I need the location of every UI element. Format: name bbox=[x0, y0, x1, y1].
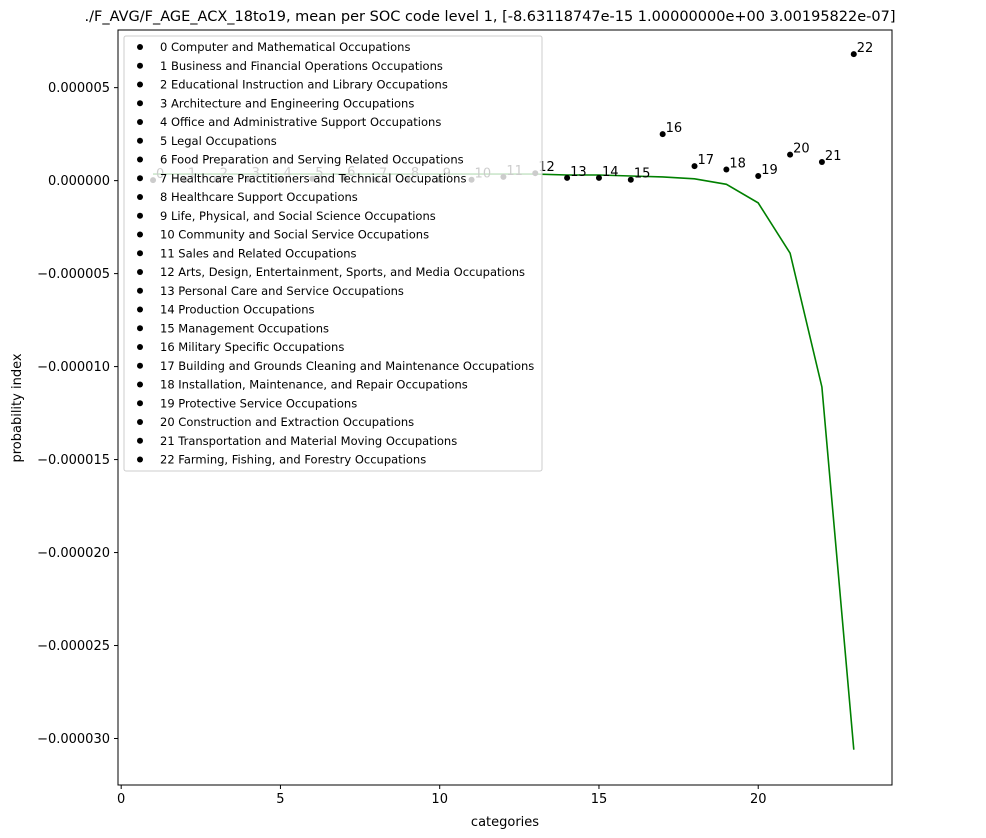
x-tick-label: 15 bbox=[591, 792, 608, 807]
legend-entry: 3 Architecture and Engineering Occupatio… bbox=[160, 96, 414, 110]
legend-marker bbox=[137, 306, 143, 313]
legend-marker bbox=[137, 231, 143, 238]
legend-marker bbox=[137, 156, 143, 163]
legend-entry: 7 Healthcare Practitioners and Technical… bbox=[160, 171, 466, 185]
y-tick-label: −0.000030 bbox=[37, 732, 110, 747]
legend-entry: 22 Farming, Fishing, and Forestry Occupa… bbox=[160, 453, 426, 467]
legend-marker bbox=[137, 44, 143, 50]
legend-entry: 21 Transportation and Material Moving Oc… bbox=[160, 434, 457, 448]
point-label: 20 bbox=[793, 142, 810, 157]
legend-marker bbox=[137, 325, 143, 332]
point-label: 14 bbox=[602, 165, 619, 180]
point-label: 19 bbox=[761, 163, 778, 178]
x-axis-label: categories bbox=[471, 815, 539, 830]
legend-marker bbox=[137, 250, 143, 257]
legend-marker bbox=[137, 62, 143, 69]
data-point bbox=[659, 131, 666, 138]
plot-frame bbox=[117, 29, 893, 786]
chart-title: ./F_AVG/F_AGE_ACX_18to19, mean per SOC c… bbox=[85, 9, 896, 25]
legend-box bbox=[123, 35, 543, 472]
legend-marker bbox=[137, 456, 143, 463]
legend-entry: 15 Management Occupations bbox=[160, 321, 329, 335]
data-point bbox=[627, 176, 634, 183]
legend-entry: 14 Production Occupations bbox=[160, 303, 314, 317]
legend-entry: 6 Food Preparation and Serving Related O… bbox=[160, 153, 464, 167]
legend-marker bbox=[137, 400, 143, 407]
legend-marker bbox=[137, 287, 143, 294]
data-point bbox=[723, 166, 730, 173]
point-label: 22 bbox=[857, 41, 874, 56]
point-label: 21 bbox=[825, 149, 842, 164]
data-point bbox=[691, 163, 698, 170]
y-axis-label: probability index bbox=[10, 353, 25, 462]
legend-entry: 0 Computer and Mathematical Occupations bbox=[160, 40, 410, 54]
x-axis: 0 5 10 15 20 bbox=[117, 785, 766, 807]
legend-entry: 10 Community and Social Service Occupati… bbox=[160, 228, 429, 242]
point-label: 15 bbox=[634, 167, 651, 182]
x-tick-label: 20 bbox=[750, 792, 767, 807]
x-tick-label: 5 bbox=[276, 792, 284, 807]
legend-marker bbox=[137, 212, 143, 219]
y-tick-label: −0.000010 bbox=[37, 360, 110, 375]
y-tick-label: −0.000015 bbox=[37, 453, 110, 468]
y-tick-label: 0.000005 bbox=[48, 81, 110, 96]
legend-marker bbox=[137, 437, 143, 444]
legend: 0 Computer and Mathematical Occupations 1… bbox=[123, 35, 543, 472]
data-point bbox=[564, 174, 571, 181]
legend-entry: 5 Legal Occupations bbox=[160, 134, 277, 148]
legend-entry: 20 Construction and Extraction Occupatio… bbox=[160, 415, 414, 429]
legend-marker bbox=[137, 419, 143, 425]
legend-entry: 12 Arts, Design, Entertainment, Sports, … bbox=[160, 265, 525, 279]
data-point bbox=[755, 172, 762, 179]
legend-entry: 1 Business and Financial Operations Occu… bbox=[160, 59, 443, 73]
legend-entry: 17 Building and Grounds Cleaning and Mai… bbox=[160, 359, 534, 373]
legend-marker bbox=[137, 119, 143, 125]
legend-marker bbox=[137, 344, 143, 350]
legend-marker bbox=[137, 269, 143, 275]
data-point bbox=[595, 174, 602, 181]
legend-entry: 4 Office and Administrative Support Occu… bbox=[160, 115, 441, 129]
legend-marker bbox=[137, 100, 143, 107]
point-label: 18 bbox=[729, 156, 746, 171]
data-point bbox=[818, 159, 825, 166]
y-tick-label: −0.000020 bbox=[37, 546, 110, 561]
data-point bbox=[850, 51, 857, 58]
y-axis: 0.000005 0.000000 −0.000005 −0.000010 −0.000… bbox=[37, 81, 118, 747]
legend-marker bbox=[137, 194, 143, 200]
legend-entry: 8 Healthcare Support Occupations bbox=[160, 190, 358, 204]
y-tick-label: 0.000000 bbox=[48, 174, 110, 189]
legend-marker bbox=[137, 81, 143, 88]
x-tick-label: 10 bbox=[431, 792, 448, 807]
y-tick-label: −0.000005 bbox=[37, 267, 110, 282]
point-label: 16 bbox=[666, 121, 683, 136]
data-point bbox=[787, 151, 794, 158]
legend-marker bbox=[137, 362, 143, 369]
legend-marker bbox=[137, 381, 143, 388]
legend-entry: 18 Installation, Maintenance, and Repair… bbox=[160, 378, 468, 392]
point-label: 17 bbox=[698, 153, 715, 168]
legend-marker bbox=[137, 137, 143, 144]
legend-marker bbox=[137, 175, 143, 182]
x-tick-label: 0 bbox=[117, 792, 125, 807]
legend-entry: 13 Personal Care and Service Occupations bbox=[160, 284, 404, 298]
legend-entry: 11 Sales and Related Occupations bbox=[160, 246, 357, 260]
legend-entry: 2 Educational Instruction and Library Oc… bbox=[160, 78, 448, 92]
legend-entry: 16 Military Specific Occupations bbox=[160, 340, 344, 354]
legend-entry: 19 Protective Service Occupations bbox=[160, 396, 357, 410]
y-tick-label: −0.000025 bbox=[37, 639, 110, 654]
legend-entry: 9 Life, Physical, and Social Science Occ… bbox=[160, 209, 436, 223]
point-label: 13 bbox=[570, 165, 587, 180]
